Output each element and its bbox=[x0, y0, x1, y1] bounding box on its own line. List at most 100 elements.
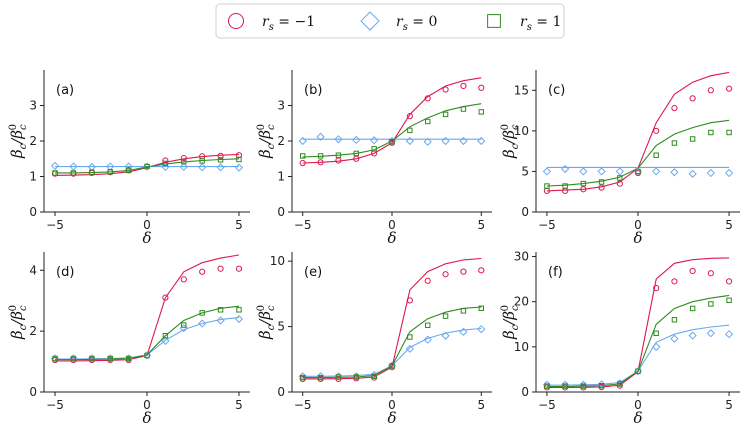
panel-d: −5 0 5 0 2 4 δ βc/βc0 (d) bbox=[8, 252, 250, 427]
point-r0 bbox=[542, 167, 552, 176]
point-rneg1 bbox=[180, 276, 187, 283]
point-r0 bbox=[124, 162, 133, 171]
point-r0 bbox=[334, 135, 343, 144]
x-tick-label: 0 bbox=[634, 218, 642, 232]
point-rneg1 bbox=[317, 159, 324, 166]
x-tick-label: 0 bbox=[143, 398, 151, 412]
x-axis-label: δ bbox=[633, 229, 642, 247]
point-rneg1 bbox=[653, 127, 660, 134]
point-r0 bbox=[652, 342, 661, 351]
y-tick-label: 10 bbox=[514, 340, 529, 354]
y-tick-label: 0 bbox=[29, 205, 37, 219]
y-tick-label: 2 bbox=[277, 134, 285, 148]
point-r0 bbox=[423, 137, 432, 146]
point-r1 bbox=[580, 180, 587, 187]
point-r1 bbox=[389, 363, 395, 369]
point-r1 bbox=[726, 129, 732, 136]
y-tick-label: 10 bbox=[270, 254, 285, 268]
point-r1 bbox=[162, 332, 169, 339]
panel-label: (d) bbox=[56, 265, 74, 280]
point-rneg1 bbox=[180, 154, 187, 162]
x-tick-label: 5 bbox=[725, 398, 733, 412]
point-r1 bbox=[653, 152, 659, 158]
panel-label: (a) bbox=[56, 83, 74, 98]
point-r1 bbox=[460, 308, 467, 314]
point-r0 bbox=[579, 167, 588, 176]
y-tick-label: 1 bbox=[29, 170, 37, 184]
point-rneg1 bbox=[725, 85, 733, 92]
panel-a: −5 0 5 0 1 2 3 δ βc/βc0 (a) bbox=[8, 70, 250, 247]
point-r1 bbox=[617, 175, 623, 181]
line-series-r1 bbox=[55, 158, 240, 174]
x-tick-label: 5 bbox=[725, 218, 733, 232]
point-rneg1 bbox=[689, 95, 696, 102]
point-r1 bbox=[317, 374, 324, 381]
x-tick-label: −5 bbox=[294, 218, 312, 232]
x-axis-label: δ bbox=[633, 409, 642, 427]
panel-e: −5 0 5 0 5 10 δ βc/βc0 (e) bbox=[256, 252, 492, 427]
point-rneg1 bbox=[162, 294, 169, 301]
point-r0 bbox=[179, 162, 188, 172]
point-r0 bbox=[615, 167, 624, 176]
point-rneg1 bbox=[580, 186, 587, 193]
point-r0 bbox=[298, 136, 307, 146]
point-r1 bbox=[671, 140, 678, 146]
point-r1 bbox=[335, 152, 342, 158]
point-rneg1 bbox=[460, 268, 467, 275]
y-tick-label: 1 bbox=[277, 170, 285, 184]
x-tick-label: −5 bbox=[538, 218, 556, 232]
point-r0 bbox=[688, 331, 697, 340]
point-rneg1 bbox=[707, 87, 714, 94]
point-r1 bbox=[460, 106, 467, 112]
point-rneg1 bbox=[442, 86, 449, 93]
point-r0 bbox=[216, 163, 225, 172]
point-r1 bbox=[425, 322, 431, 328]
y-tick-label: 3 bbox=[29, 99, 37, 113]
y-tick-label: 5 bbox=[277, 320, 285, 334]
x-axis-label: δ bbox=[142, 409, 151, 427]
point-r1 bbox=[162, 160, 169, 167]
point-rneg1 bbox=[406, 297, 413, 304]
point-rneg1 bbox=[478, 267, 485, 274]
line-series-r1 bbox=[302, 103, 482, 158]
legend: rs = −1 rs = 0 rs = 1 bbox=[215, 3, 565, 39]
point-r1 bbox=[689, 136, 696, 142]
y-tick-label: 0 bbox=[29, 385, 37, 399]
point-r1 bbox=[107, 169, 113, 175]
point-r1 bbox=[300, 374, 306, 381]
point-r1 bbox=[199, 158, 205, 164]
point-rneg1 bbox=[406, 113, 413, 120]
point-r1 bbox=[217, 307, 224, 313]
point-rneg1 bbox=[442, 271, 449, 278]
point-r1 bbox=[317, 153, 324, 159]
point-r1 bbox=[478, 305, 484, 311]
x-tick-label: 5 bbox=[235, 398, 243, 412]
point-rneg1 bbox=[235, 152, 243, 159]
legend-marker-square bbox=[487, 14, 501, 28]
y-tick-label: 0 bbox=[277, 385, 285, 399]
point-rneg1 bbox=[199, 268, 206, 275]
point-r1 bbox=[371, 373, 377, 380]
line-series-rneg1 bbox=[302, 77, 482, 164]
legend-marker-diamond bbox=[360, 11, 380, 31]
point-r0 bbox=[405, 136, 414, 146]
line-series-rneg1 bbox=[302, 257, 482, 380]
y-tick-label: 20 bbox=[514, 295, 529, 309]
x-tick-label: 5 bbox=[235, 218, 243, 232]
point-r1 bbox=[598, 179, 605, 185]
point-r1 bbox=[353, 374, 359, 380]
x-tick-label: 0 bbox=[634, 398, 642, 412]
y-tick-label: 4 bbox=[29, 263, 37, 277]
point-r1 bbox=[52, 355, 58, 362]
point-r1 bbox=[70, 170, 77, 176]
line-series-r0 bbox=[546, 324, 730, 386]
x-axis-label: δ bbox=[142, 229, 151, 247]
point-r1 bbox=[407, 334, 413, 340]
point-r1 bbox=[199, 310, 205, 316]
point-r1 bbox=[708, 129, 714, 136]
legend-frame bbox=[215, 3, 565, 39]
point-rneg1 bbox=[478, 84, 485, 91]
point-r1 bbox=[144, 352, 150, 359]
line-series-rneg1 bbox=[54, 153, 240, 176]
y-axis-label: βc/βc0 bbox=[256, 124, 277, 159]
